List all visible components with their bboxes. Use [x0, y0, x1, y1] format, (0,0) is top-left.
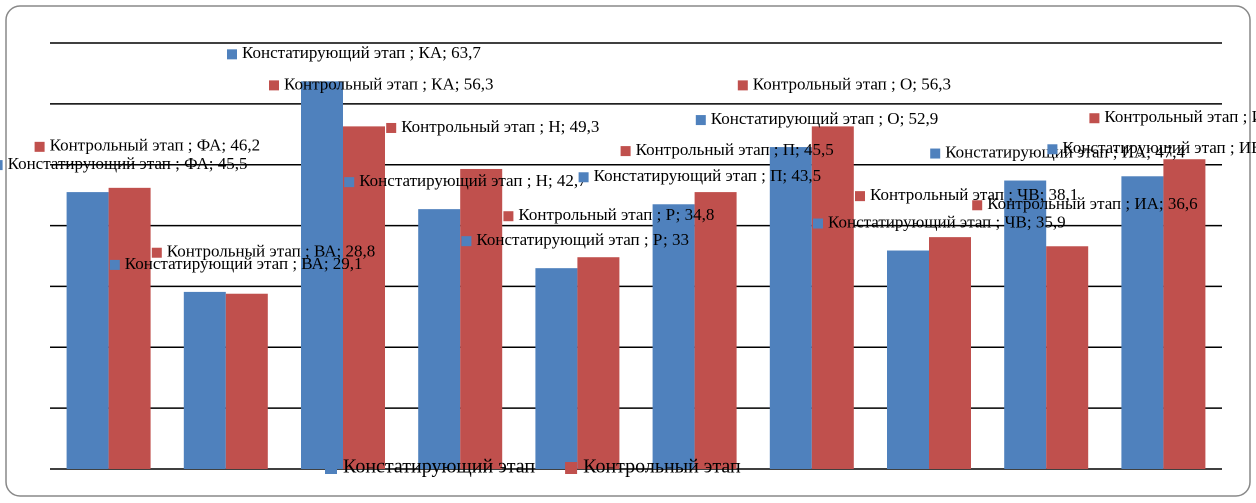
label-marker	[109, 259, 120, 270]
data-label: Констатирующий этап ; Р; 33	[476, 230, 689, 249]
label-marker	[578, 172, 589, 183]
data-label: Констатирующий этап ; ИА; 47,4	[945, 142, 1185, 161]
data-label: Констатирующий этап ; Н; 42,7	[359, 171, 587, 190]
legend-swatch	[565, 462, 578, 474]
bar	[535, 268, 578, 469]
label-marker	[0, 160, 3, 171]
data-label: Контрольный этап ; Н; 49,3	[401, 117, 599, 136]
bar	[66, 192, 109, 469]
label-marker	[930, 148, 941, 159]
label-marker	[1089, 113, 1100, 124]
data-label: Контрольный этап ; ВА; 28,8	[167, 242, 375, 261]
bar	[460, 168, 503, 469]
data-label: Констатирующий этап ; ФА; 45,5	[8, 154, 248, 173]
data-label: Констатирующий этап ; О; 52,9	[711, 109, 939, 128]
label-marker	[227, 49, 237, 60]
legend-label: Констатирующий этап	[343, 456, 535, 478]
data-label: Констатирующий этап ; П; 43,5	[594, 166, 822, 185]
bar	[887, 250, 929, 469]
bar	[652, 204, 695, 469]
bar	[225, 293, 268, 469]
label-marker	[1047, 144, 1058, 155]
bar	[1121, 176, 1164, 469]
data-label: Контрольный этап ; КА; 56,3	[284, 74, 494, 93]
label-marker	[503, 211, 514, 222]
bar	[418, 209, 461, 469]
bar	[929, 237, 971, 469]
legend-swatch	[325, 462, 337, 474]
bar	[183, 291, 226, 469]
data-label: Контрольный этап ; О; 56,3	[753, 74, 951, 93]
data-label: Констатирующий этап ; ВА; 29,1	[125, 254, 363, 273]
data-label: Контрольный этап ; ФА; 46,2	[50, 136, 261, 155]
data-label: Констатирующий этап ; ИВ; 48,1	[1062, 138, 1256, 157]
data-label: Контрольный этап ; ИА; 36,6	[987, 194, 1197, 213]
bar	[1004, 180, 1047, 469]
label-marker	[34, 141, 45, 152]
data-label: Констатирующий этап ; КА; 63,7	[242, 43, 481, 62]
label-marker	[695, 115, 706, 126]
bar	[769, 147, 812, 469]
label-marker	[151, 247, 162, 258]
data-label: Контрольный этап ; П; 45,5	[636, 140, 834, 159]
data-label: Контрольный этап ; ЧВ; 38,1	[870, 185, 1078, 204]
label-marker	[813, 218, 823, 229]
bar	[1163, 159, 1206, 470]
label-marker	[855, 191, 865, 202]
label-marker	[620, 146, 631, 157]
label-marker	[461, 236, 472, 247]
bar	[694, 192, 737, 469]
bar	[108, 187, 151, 469]
data-label: Контрольный этап ; ИВ; 50,9	[1104, 107, 1256, 126]
data-label: Констатирующий этап ; ЧВ; 35,9	[828, 212, 1066, 231]
label-marker	[269, 80, 279, 91]
data-label: Контрольный этап ; Р; 34,8	[518, 205, 714, 224]
bar	[301, 81, 343, 469]
label-marker	[344, 177, 355, 188]
bar	[1046, 246, 1089, 469]
label-marker	[386, 122, 397, 133]
bar	[577, 257, 620, 469]
bar	[811, 126, 854, 470]
label-marker	[972, 200, 983, 211]
legend-label: Контрольный этап	[583, 456, 741, 478]
label-marker	[737, 80, 748, 91]
